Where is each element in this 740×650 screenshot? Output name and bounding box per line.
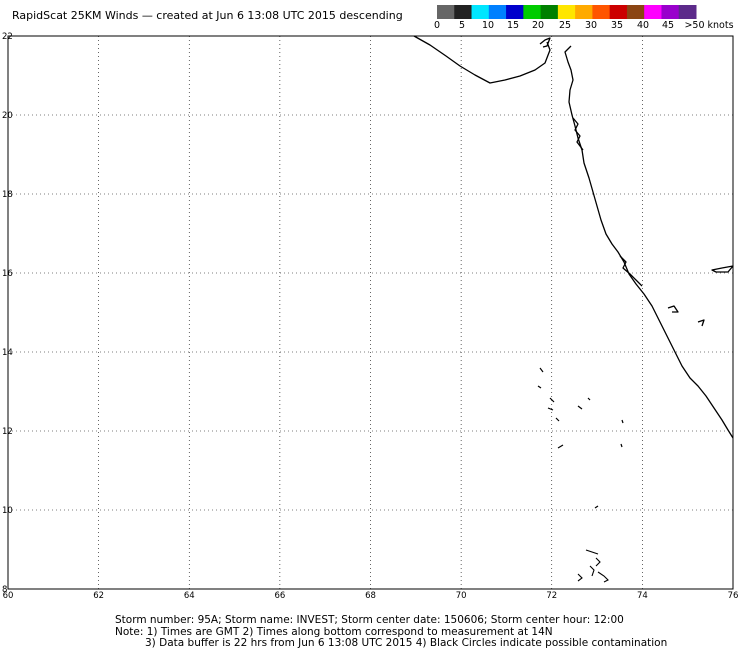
- sri-lanka-edge: [711, 265, 734, 273]
- islet-5: [577, 405, 583, 410]
- islet-8: [621, 419, 624, 424]
- maldives-atoll-1: [585, 549, 599, 555]
- lon-tick-label: 64: [184, 591, 195, 601]
- maldives-islands: [577, 549, 609, 583]
- lon-tick-label: 72: [546, 591, 557, 601]
- legend-swatch: [609, 5, 628, 19]
- lon-tick-label: 60: [3, 591, 14, 601]
- legend-swatch: [454, 5, 473, 19]
- legend-color-bar: [437, 5, 697, 19]
- legend-label-30: 30: [584, 20, 598, 31]
- maldives-atoll-5: [577, 573, 583, 582]
- footer-note-1: Note: 1) Times are GMT 2) Times along bo…: [115, 626, 553, 638]
- legend-label-5: 5: [458, 20, 466, 31]
- islet-3: [549, 397, 555, 403]
- legend-label-25: 25: [558, 20, 572, 31]
- legend-swatch: [678, 5, 697, 19]
- legend-label-0: 0: [433, 20, 441, 31]
- islet-11: [594, 505, 599, 509]
- legend-label-40: 40: [636, 20, 650, 31]
- lat-tick-label: 22: [2, 32, 13, 42]
- legend-swatch: [661, 5, 680, 19]
- gujarat-coastline: [413, 35, 551, 84]
- longitude-labels: 60 62 64 66 68 70 72 74 76: [3, 591, 739, 601]
- island-2: [697, 319, 705, 327]
- legend-label-45: 45: [661, 20, 675, 31]
- lat-tick-label: 12: [2, 427, 13, 437]
- islet-10: [620, 443, 623, 448]
- maldives-atoll-4: [597, 571, 609, 583]
- legend-label-50-knots: >50 knots: [684, 20, 734, 31]
- legend-swatch: [592, 5, 611, 19]
- coastline: [413, 35, 734, 439]
- wind-map: 60 62 64 66 68 70 72 74 76 8 10 12 14 16 18 20 22: [2, 32, 739, 601]
- legend-swatch: [540, 5, 559, 19]
- lon-tick-label: 74: [637, 591, 648, 601]
- coast-detail-mumbai: [572, 117, 584, 151]
- islet-4: [547, 407, 554, 411]
- legend-swatch: [471, 5, 490, 19]
- maldives-atoll-3: [589, 565, 595, 577]
- lakshadweep-islands: [537, 367, 624, 509]
- lon-tick-label: 70: [456, 591, 467, 601]
- legend-swatch: [575, 5, 593, 19]
- lon-tick-label: 66: [274, 591, 285, 601]
- legend-swatch: [506, 5, 524, 19]
- islet-6: [587, 397, 591, 401]
- legend-swatch: [557, 5, 576, 19]
- lon-tick-label: 62: [93, 591, 104, 601]
- map-grid: [8, 36, 733, 589]
- legend-swatch: [523, 5, 542, 19]
- legend-swatch: [488, 5, 507, 19]
- map-title: RapidScat 25KM Winds — created at Jun 6 …: [12, 9, 403, 22]
- footer-note-2: 3) Data buffer is 22 hrs from Jun 6 13:0…: [145, 637, 668, 649]
- legend-label-20: 20: [531, 20, 545, 31]
- legend-swatch: [437, 5, 455, 19]
- lat-tick-label: 18: [2, 190, 13, 200]
- coast-detail-south: [619, 255, 643, 287]
- legend-swatch: [626, 5, 645, 19]
- islet-1: [539, 367, 544, 373]
- lat-tick-label: 8: [2, 585, 7, 595]
- islet-7: [555, 417, 560, 422]
- legend-label-15: 15: [506, 20, 520, 31]
- latitude-labels: 8 10 12 14 16 18 20 22: [2, 32, 13, 595]
- lat-tick-label: 16: [2, 269, 13, 279]
- coast-detail-north: [539, 37, 551, 48]
- maldives-atoll-2: [595, 557, 601, 567]
- lat-tick-label: 14: [2, 348, 13, 358]
- india-west-coastline: [564, 45, 734, 439]
- legend-label-35: 35: [610, 20, 624, 31]
- legend-label-10: 10: [481, 20, 495, 31]
- islet-9: [557, 444, 564, 449]
- lat-tick-label: 20: [2, 111, 13, 121]
- footer-storm-info: Storm number: 95A; Storm name: INVEST; S…: [115, 614, 624, 626]
- lat-tick-label: 10: [2, 506, 13, 516]
- lon-tick-label: 68: [365, 591, 376, 601]
- islet-2: [537, 385, 542, 389]
- lon-tick-label: 76: [728, 591, 739, 601]
- legend-swatch: [644, 5, 662, 19]
- island-1: [667, 305, 679, 313]
